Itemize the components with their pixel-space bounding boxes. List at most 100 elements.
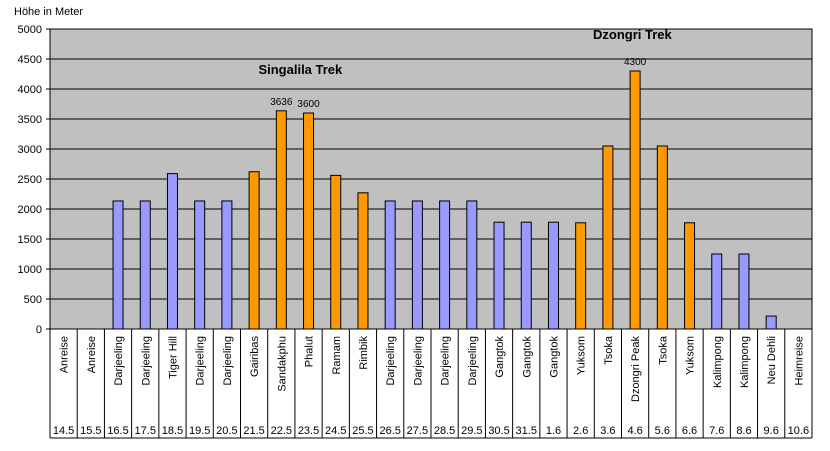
x-category-label: Sandakphu (276, 336, 288, 392)
x-date-label: 2.6 (573, 425, 588, 437)
bar (248, 171, 260, 330)
bar (139, 200, 151, 330)
x-date-label: 28.5 (434, 425, 455, 437)
bar (439, 200, 451, 330)
x-category-label: Yuksom (685, 336, 697, 375)
bar (493, 221, 505, 330)
bar (112, 200, 124, 330)
data-label: 3600 (297, 99, 320, 110)
y-axis-label: Höhe in Meter (14, 6, 83, 18)
y-tick-label: 4500 (18, 54, 42, 66)
x-category-label: Tiger Hill (167, 336, 179, 379)
x-date-label: 4.6 (627, 425, 642, 437)
x-date-label: 10.6 (788, 425, 809, 437)
x-date-label: 18.5 (162, 425, 183, 437)
x-date-label: 3.6 (600, 425, 615, 437)
bar (194, 200, 206, 330)
x-date-label: 23.5 (298, 425, 319, 437)
x-date-label: 7.6 (709, 425, 724, 437)
trek-label: Dzongri Trek (593, 27, 673, 42)
x-category-label: Darjeeling (440, 336, 452, 386)
bar (575, 222, 587, 330)
bar (547, 221, 559, 330)
x-date-label: 26.5 (379, 425, 400, 437)
x-date-label: 6.6 (682, 425, 697, 437)
bar (330, 174, 342, 330)
x-category-label: Phalut (304, 336, 316, 367)
x-category-label: Darjeeling (412, 336, 424, 386)
y-tick-label: 4000 (18, 84, 42, 96)
bar (303, 112, 315, 330)
x-date-label: 8.6 (736, 425, 751, 437)
x-category-label: Kalimpong (739, 336, 751, 388)
data-label: 3636 (270, 97, 293, 108)
x-category-label: Gangtok (548, 336, 560, 378)
x-category-label: Ramam (331, 336, 343, 375)
bar (275, 110, 287, 330)
bar (684, 222, 696, 330)
y-tick-label: 5000 (18, 24, 42, 36)
bar (765, 315, 777, 330)
bar (357, 192, 369, 330)
y-tick-label: 2500 (18, 174, 42, 186)
x-category-label: Anreise (86, 336, 98, 373)
y-tick-label: 1500 (18, 234, 42, 246)
bar (602, 145, 614, 330)
y-tick-label: 1000 (18, 264, 42, 276)
x-category-label: Kalimpong (712, 336, 724, 388)
x-category-label: Darjeeling (222, 336, 234, 386)
x-category-label: Gangtok (521, 336, 533, 378)
x-date-label: 1.6 (546, 425, 561, 437)
bar (520, 221, 532, 330)
y-tick-label: 2000 (18, 204, 42, 216)
x-category-label: Yuksom (576, 336, 588, 375)
x-category-label: Anreise (59, 336, 71, 373)
x-category-label: Darjeeling (140, 336, 152, 386)
x-category-label: Darjeeling (195, 336, 207, 386)
x-category-label: Tsoka (603, 335, 615, 365)
x-date-label: 14.5 (53, 425, 74, 437)
x-category-label: Heimreise (793, 336, 805, 386)
bar (466, 200, 478, 330)
x-date-label: 21.5 (243, 425, 264, 437)
plot-area: 0 500 1000 1500 2000 2500 3000 3500 4000 4500 5000… (18, 24, 813, 439)
y-tick-label: 3000 (18, 144, 42, 156)
bar (166, 173, 178, 330)
x-category-label: Gangtok (494, 336, 506, 378)
x-date-label: 31.5 (516, 425, 537, 437)
bar (221, 200, 233, 330)
x-category-label: Neu Dehli (766, 336, 778, 384)
x-date-label: 16.5 (107, 425, 128, 437)
x-category-label: Dzongri Peak (630, 336, 642, 403)
x-date-label: 19.5 (189, 425, 210, 437)
x-date-label: 25.5 (352, 425, 373, 437)
x-date-label: 17.5 (135, 425, 156, 437)
x-category-label: Gairibas (249, 336, 261, 377)
bar (738, 253, 750, 330)
x-date-label: 15.5 (80, 425, 101, 437)
x-category-label: Darjeeling (467, 336, 479, 386)
x-date-label: 5.6 (655, 425, 670, 437)
x-category-label: Darjeeling (385, 336, 397, 386)
trek-label: Singalila Trek (258, 62, 343, 77)
x-category-label: Rimbik (358, 336, 370, 370)
y-tick-label: 3500 (18, 114, 42, 126)
bar (629, 70, 641, 330)
x-date-label: 22.5 (271, 425, 292, 437)
y-tick-label: 0 (36, 324, 42, 336)
bar (411, 200, 423, 330)
x-date-label: 29.5 (461, 425, 482, 437)
data-label: 4300 (624, 57, 647, 68)
bar (384, 200, 396, 330)
bar (711, 253, 723, 330)
y-tick-label: 500 (24, 294, 42, 306)
x-date-label: 27.5 (407, 425, 428, 437)
x-date-label: 30.5 (488, 425, 509, 437)
x-category-label: Darjeeling (113, 336, 125, 386)
bar (656, 145, 668, 330)
x-category-label: Tsoka (657, 335, 669, 365)
x-date-label: 9.6 (764, 425, 779, 437)
x-date-label: 20.5 (216, 425, 237, 437)
x-date-label: 24.5 (325, 425, 346, 437)
